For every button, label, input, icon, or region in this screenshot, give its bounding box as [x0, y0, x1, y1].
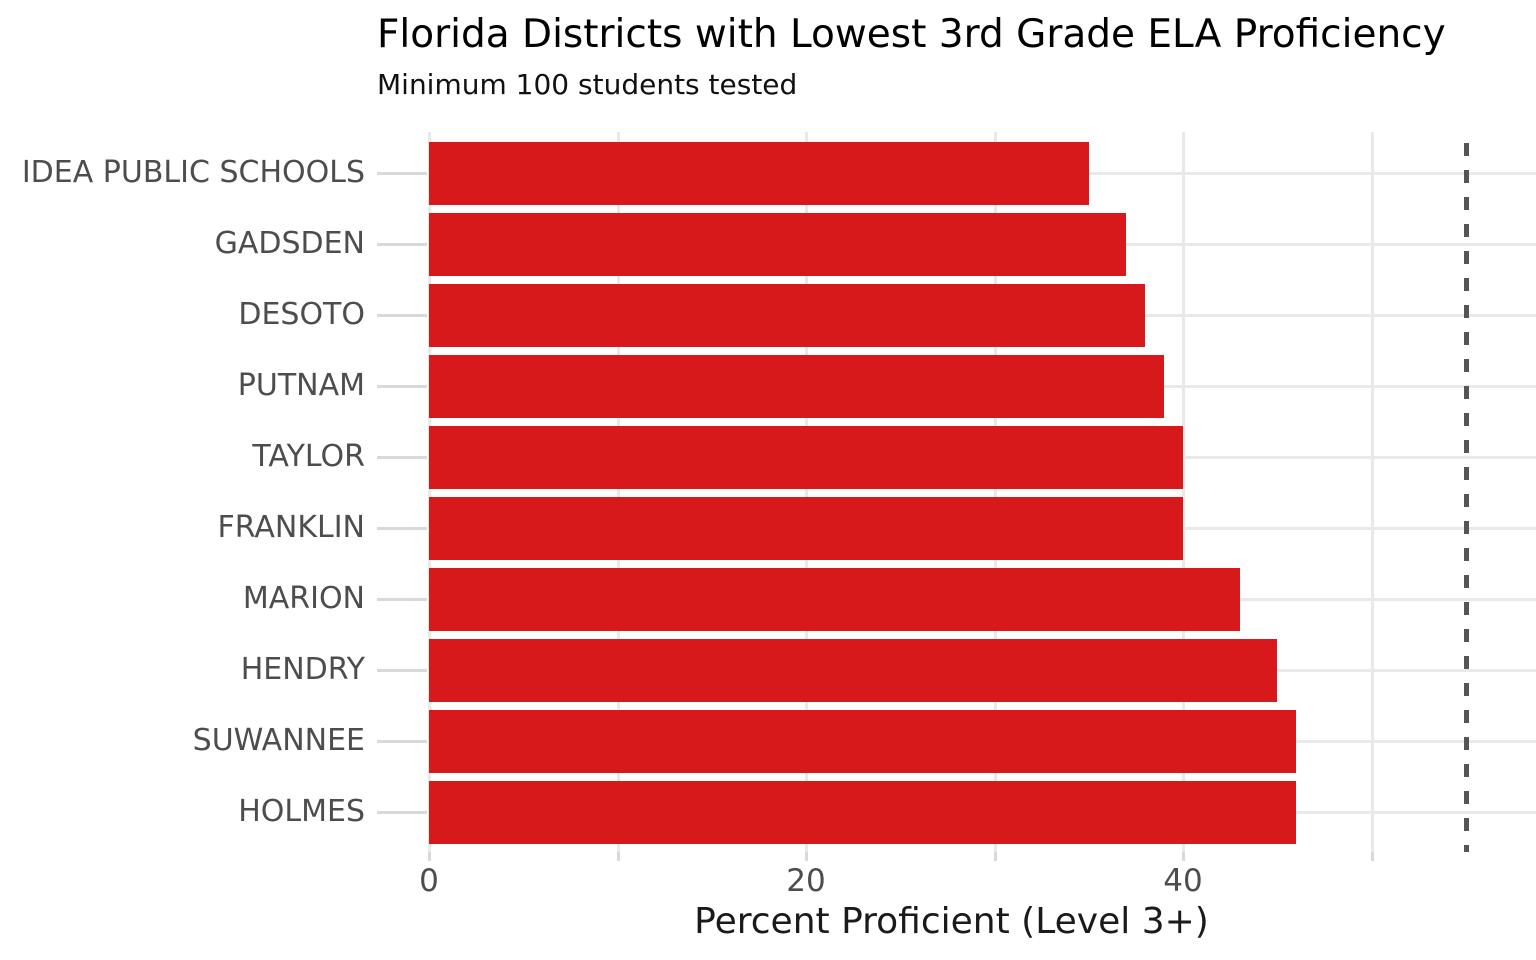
y-axis-label: GADSDEN [214, 226, 365, 261]
y-axis-label: PUTNAM [237, 368, 365, 403]
y-axis-tick [377, 172, 427, 175]
x-axis-tick [993, 852, 997, 861]
y-axis-label: FRANKLIN [217, 510, 365, 545]
x-axis-title: Percent Proficient (Level 3+) [694, 901, 1209, 942]
x-axis-tick [616, 852, 620, 861]
x-axis-tick-label: 0 [419, 863, 439, 899]
bar-marion [429, 567, 1240, 631]
bar-holmes [429, 780, 1297, 844]
y-axis-tick [377, 811, 427, 814]
vertical-gridline [1182, 132, 1185, 852]
y-axis-tick [377, 243, 427, 246]
y-axis-tick [377, 527, 427, 530]
bar-suwannee [429, 709, 1297, 773]
x-axis-tick [1182, 852, 1185, 861]
bar-putnam [429, 354, 1165, 418]
y-axis-label: HENDRY [240, 652, 365, 687]
vertical-gridline [616, 132, 620, 852]
y-axis-label: SUWANNEE [192, 723, 365, 758]
bar-franklin [429, 496, 1183, 560]
vertical-gridline [428, 132, 431, 852]
bar-desoto [429, 283, 1146, 347]
vertical-gridline [1370, 132, 1374, 852]
y-axis-tick [377, 385, 427, 388]
y-axis-label: TAYLOR [252, 439, 365, 474]
bar-gadsden [429, 212, 1127, 276]
y-axis-tick [377, 669, 427, 672]
x-axis-tick [428, 852, 431, 861]
y-axis-tick [377, 598, 427, 601]
vertical-gridline [993, 132, 997, 852]
chart-title: Florida Districts with Lowest 3rd Grade … [377, 12, 1446, 57]
bar-hendry [429, 638, 1278, 702]
x-axis-tick-label: 40 [1163, 863, 1203, 899]
x-axis-tick-label: 20 [786, 863, 826, 899]
x-axis-tick [1370, 852, 1374, 861]
bar-idea-public-schools [429, 141, 1089, 205]
y-axis-label: HOLMES [238, 794, 365, 829]
y-axis-label: MARION [242, 581, 365, 616]
chart-subtitle: Minimum 100 students tested [377, 68, 798, 101]
y-axis-label: IDEA PUBLIC SCHOOLS [21, 155, 365, 190]
y-axis-tick [377, 740, 427, 743]
reference-line [1463, 132, 1469, 852]
vertical-gridline [805, 132, 808, 852]
y-axis-tick [377, 456, 427, 459]
y-axis-label: DESOTO [238, 297, 365, 332]
bar-taylor [429, 425, 1183, 489]
plot-panel [428, 132, 1536, 852]
x-axis-tick [805, 852, 808, 861]
y-axis-tick [377, 314, 427, 317]
